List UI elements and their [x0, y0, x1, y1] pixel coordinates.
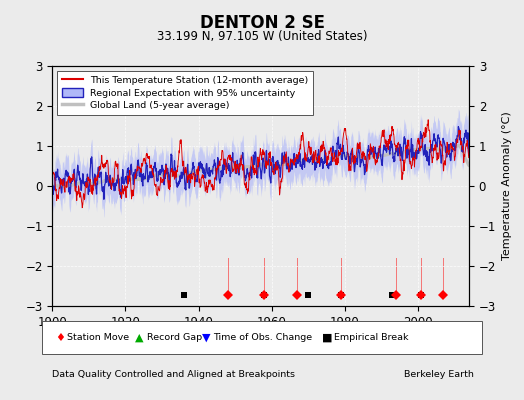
Text: Empirical Break: Empirical Break	[334, 333, 408, 342]
Text: Data Quality Controlled and Aligned at Breakpoints: Data Quality Controlled and Aligned at B…	[52, 370, 296, 379]
Text: ♦: ♦	[55, 333, 65, 342]
Text: Station Move: Station Move	[67, 333, 129, 342]
Text: Time of Obs. Change: Time of Obs. Change	[213, 333, 312, 342]
Y-axis label: Temperature Anomaly (°C): Temperature Anomaly (°C)	[501, 112, 511, 260]
Text: ▼: ▼	[202, 333, 210, 342]
Text: DENTON 2 SE: DENTON 2 SE	[200, 14, 324, 32]
Text: Record Gap: Record Gap	[147, 333, 202, 342]
Text: 33.199 N, 97.105 W (United States): 33.199 N, 97.105 W (United States)	[157, 30, 367, 43]
Legend: This Temperature Station (12-month average), Regional Expectation with 95% uncer: This Temperature Station (12-month avera…	[57, 71, 313, 115]
Text: Berkeley Earth: Berkeley Earth	[405, 370, 474, 379]
Text: ▲: ▲	[135, 333, 144, 342]
Text: ■: ■	[322, 333, 333, 342]
